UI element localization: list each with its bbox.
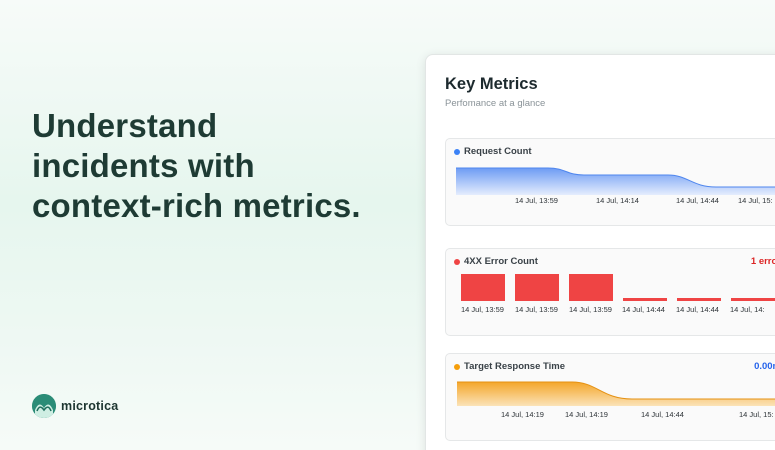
error-bar: [569, 274, 613, 301]
request-count-title: Request Count: [464, 146, 532, 157]
x-tick-label: 14 Jul, 14:44: [641, 410, 684, 419]
x-tick-label: 14 Jul, 13:59: [515, 196, 558, 205]
error-bar: [461, 274, 505, 301]
hero-line-3: context-rich metrics.: [32, 187, 361, 224]
error-bar: [623, 298, 667, 301]
x-tick-label: 14 Jul, 15:: [738, 196, 773, 205]
key-metrics-panel: Key Metrics Perfomance at a glance Reque…: [425, 54, 775, 450]
request-count-line: [456, 167, 775, 188]
error-bar: [731, 298, 775, 301]
response-time-area-chart: [457, 381, 775, 406]
response-time-title: Target Response Time: [464, 361, 566, 372]
error-count-value: 1 error: [750, 256, 775, 267]
x-tick-label: 14 Jul, 14:14: [596, 196, 639, 205]
brand-name: microtica: [61, 399, 119, 413]
panel-subtitle: Perfomance at a glance: [445, 98, 546, 109]
error-bar: [515, 274, 559, 301]
response-time-area: [457, 382, 775, 406]
card-title: 4XX Error Count: [454, 256, 538, 267]
request-count-area-chart: [456, 167, 775, 195]
hero-line-2: incidents with: [32, 147, 255, 184]
hero-headline: Understand incidents with context-rich m…: [32, 106, 392, 226]
microtica-logo-icon: [32, 394, 56, 418]
x-tick-label: 14 Jul, 14:19: [565, 410, 608, 419]
x-tick-label: 14 Jul, 14:44: [676, 305, 719, 314]
hero-line-1: Understand: [32, 107, 218, 144]
x-tick-label: 14 Jul, 14:: [730, 305, 765, 314]
x-tick-label: 14 Jul, 15:: [739, 410, 774, 419]
response-time-value: 0.00m: [754, 361, 775, 372]
legend-dot-icon: [454, 363, 460, 370]
legend-dot-icon: [454, 148, 460, 155]
x-tick-label: 14 Jul, 13:59: [515, 305, 558, 314]
panel-title: Key Metrics: [445, 75, 538, 93]
response-time-card[interactable]: Target Response Time 0.00m 14 Jul, 14:19…: [445, 353, 775, 441]
request-count-area: [456, 168, 775, 195]
x-tick-label: 14 Jul, 14:44: [676, 196, 719, 205]
x-tick-label: 14 Jul, 14:44: [622, 305, 665, 314]
x-tick-label: 14 Jul, 13:59: [569, 305, 612, 314]
card-title: Request Count: [454, 146, 532, 157]
legend-dot-icon: [454, 258, 460, 265]
response-time-line: [457, 381, 775, 400]
error-count-card[interactable]: 4XX Error Count 1 error 14 Jul, 13:59 14…: [445, 248, 775, 336]
request-count-card[interactable]: Request Count 14 Jul, 13:59 14 Jul, 14:1…: [445, 138, 775, 226]
error-count-title: 4XX Error Count: [464, 256, 538, 267]
brand: microtica: [32, 394, 118, 418]
x-tick-label: 14 Jul, 14:19: [501, 410, 544, 419]
card-title: Target Response Time: [454, 361, 565, 372]
error-bar: [677, 298, 721, 301]
x-tick-label: 14 Jul, 13:59: [461, 305, 504, 314]
